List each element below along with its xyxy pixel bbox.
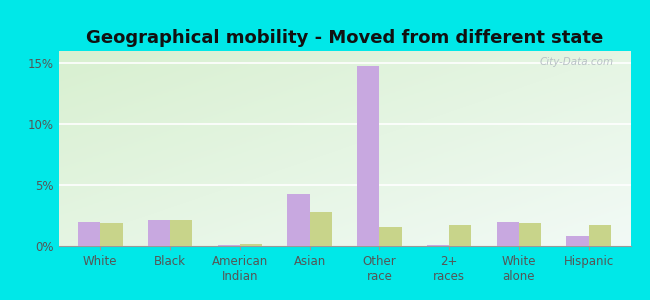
Text: City-Data.com: City-Data.com (540, 57, 614, 67)
Bar (287, 194, 309, 246)
Bar (449, 225, 471, 246)
Bar (78, 222, 100, 246)
Bar (380, 226, 402, 246)
Bar (589, 225, 611, 246)
Title: Geographical mobility - Moved from different state: Geographical mobility - Moved from diffe… (86, 29, 603, 47)
Bar (218, 245, 240, 246)
Bar (100, 223, 123, 246)
Bar (357, 66, 380, 246)
Bar (309, 212, 332, 246)
Bar (170, 220, 192, 246)
Bar (240, 244, 262, 246)
Bar (148, 220, 170, 246)
Bar (427, 245, 449, 246)
Bar (497, 222, 519, 246)
Bar (566, 236, 589, 246)
Bar (519, 223, 541, 246)
